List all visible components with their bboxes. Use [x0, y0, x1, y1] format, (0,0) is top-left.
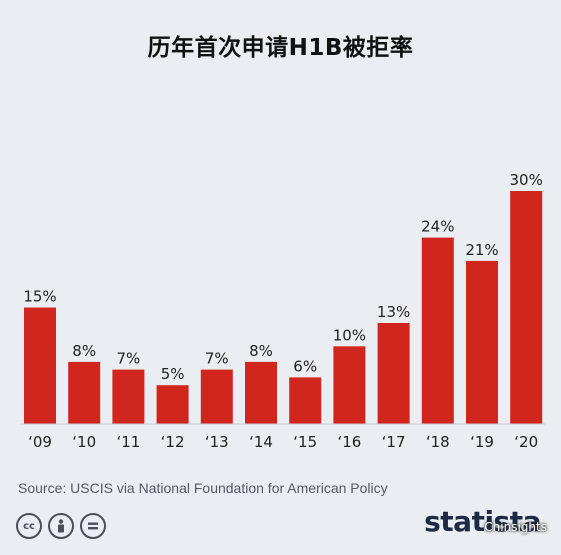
brand-logo[interactable]: statista — [424, 505, 541, 538]
bar — [289, 377, 322, 424]
nd-icon[interactable] — [80, 513, 106, 539]
x-tick-label: ‘15 — [293, 433, 317, 451]
data-label: 10% — [333, 326, 366, 344]
bar — [245, 361, 277, 424]
bar — [24, 307, 56, 424]
bar — [377, 323, 410, 424]
data-label: 8% — [72, 342, 96, 360]
person-icon — [58, 519, 64, 533]
bar — [200, 369, 233, 424]
x-tick-label: ‘16 — [337, 433, 361, 451]
bar — [421, 237, 454, 424]
data-label: 7% — [117, 350, 141, 368]
watermark-text: Chinsights — [484, 520, 547, 534]
data-label: 6% — [293, 357, 317, 375]
data-label: 7% — [205, 350, 229, 368]
source-note: Source: USCIS via National Foundation fo… — [18, 480, 388, 496]
x-tick-label: ‘11 — [116, 433, 140, 451]
x-tick-label: ‘19 — [470, 433, 494, 451]
x-tick-label: ‘13 — [205, 433, 229, 451]
x-tick-label: ‘10 — [72, 433, 96, 451]
x-tick-label: ‘18 — [426, 433, 450, 451]
x-tick-label: ‘09 — [28, 433, 52, 451]
bar — [156, 385, 189, 424]
x-tick-label: ‘12 — [161, 433, 185, 451]
x-tick-label: ‘17 — [382, 433, 406, 451]
license-icons: cc — [16, 513, 106, 539]
data-label: 13% — [377, 303, 410, 321]
bar — [333, 346, 366, 424]
cc-icon[interactable]: cc — [16, 513, 42, 539]
data-label: 30% — [510, 171, 543, 189]
chart-title: 历年首次申请H1B被拒率 — [147, 35, 414, 61]
bar — [112, 369, 145, 424]
bar — [510, 191, 543, 424]
data-label: 5% — [161, 365, 185, 383]
data-label: 24% — [421, 218, 454, 236]
x-tick-label: ‘14 — [249, 433, 273, 451]
equals-icon — [88, 522, 98, 530]
data-label: 21% — [465, 241, 498, 259]
bar — [68, 361, 101, 424]
by-icon[interactable] — [48, 513, 74, 539]
data-label: 8% — [249, 342, 273, 360]
x-tick-label: ‘20 — [514, 433, 538, 451]
data-label: 15% — [23, 288, 56, 306]
bar — [466, 260, 498, 424]
